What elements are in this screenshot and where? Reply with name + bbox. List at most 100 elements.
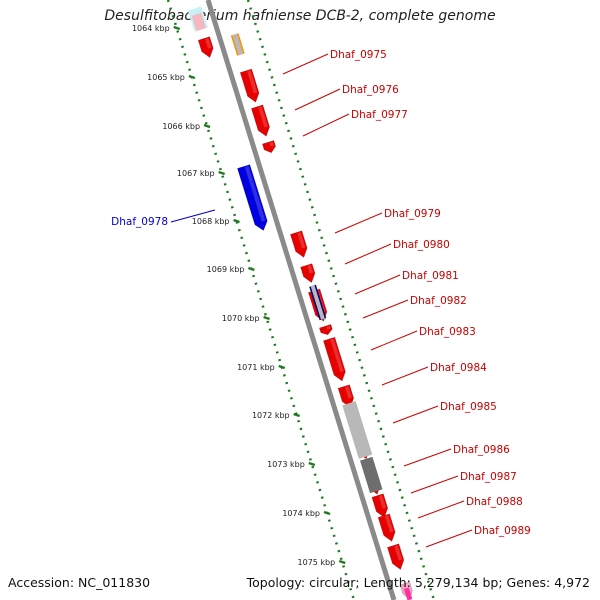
gene-arrow-dhaf_0987 (371, 493, 389, 518)
scale-tick-mark (247, 266, 255, 272)
scale-dotted-lines (166, 0, 436, 600)
gene-label-dhaf_0982: Dhaf_0982 (410, 295, 467, 307)
gene-leader-line (370, 330, 418, 351)
scale-tick-mark (278, 364, 286, 370)
gene-arrow-highlight (344, 386, 352, 399)
genome-stats-text: Topology: circular; Length: 5,279,134 bp… (246, 575, 590, 590)
gene-leader-line (410, 475, 459, 494)
gray-feature-large (342, 401, 373, 459)
gene-arrow-highlight (258, 106, 268, 128)
feature-block-shape (191, 12, 206, 32)
gene-arrow-dhaf_0976 (251, 104, 270, 137)
scale-tick-label: 1070 kbp (222, 314, 260, 323)
scale-tick-label: 1073 kbp (267, 460, 305, 469)
backbone-line (205, 0, 397, 600)
gene-leader-line (354, 274, 401, 295)
scale-tick-label: 1066 kbp (162, 122, 200, 131)
magenta-feature-bottom (403, 587, 413, 600)
feature-block-shape (360, 456, 383, 494)
gene-leader-line (381, 366, 429, 386)
scale-tick-mark (203, 123, 211, 129)
scale-tick-mark (293, 412, 301, 418)
gene-label-dhaf_0986: Dhaf_0986 (453, 444, 510, 456)
gene-arrow-shape (262, 140, 276, 154)
gene-arrow-dhaf_0989 (387, 543, 405, 570)
gene-label-dhaf_0984: Dhaf_0984 (430, 362, 487, 374)
gene-leader-line (344, 243, 392, 265)
gene-arrow-dhaf_0975 (239, 68, 260, 103)
gene-leader-line (294, 88, 341, 111)
gray-feature-mid (310, 285, 325, 320)
scale-tick-mark (308, 461, 316, 467)
scale-tick-mark (338, 559, 346, 565)
gene-arrow-shape (323, 336, 346, 382)
scale-tick-mark (263, 315, 270, 321)
gene-arrow-highlight (326, 325, 331, 330)
gene-label-dhaf_0981: Dhaf_0981 (402, 270, 459, 282)
gene-label-dhaf_0987: Dhaf_0987 (460, 471, 517, 483)
gene-arrow-top (197, 36, 214, 58)
genome-backbone (205, 0, 397, 600)
gene-leader-line (334, 212, 383, 234)
gene-arrow-highlight (384, 515, 394, 533)
gene-label-dhaf_0976: Dhaf_0976 (342, 84, 399, 96)
gene-arrow-highlight (330, 338, 344, 373)
gene-label-dhaf_0978: Dhaf_0978 (111, 216, 168, 228)
gene-leader-line (282, 53, 329, 75)
gene-arrow-dhaf_0977 (262, 140, 276, 154)
gene-arrow-shape (197, 36, 214, 58)
gene-leader-line (425, 529, 473, 548)
scale-tick-mark (218, 170, 226, 176)
feature-block-shape (232, 33, 244, 56)
gene-arrow-highlight (269, 141, 274, 147)
gene-leader-line (392, 405, 439, 424)
gene-arrow-dhaf_0983 (323, 336, 346, 382)
scale-dotted-line-left (166, 0, 356, 600)
gene-arrow-dhaf_0980 (300, 263, 316, 283)
top-pink-feature (191, 12, 206, 32)
gene-leader-line (302, 113, 350, 137)
gene-arrow-dhaf_0982 (319, 324, 333, 336)
gene-arrow-highlight (247, 70, 258, 94)
gene-label-dhaf_0980: Dhaf_0980 (393, 239, 450, 251)
scale-ticks: 1064 kbp 1065 kbp 1066 kbp 1067 kbp 1068 kbp… (132, 24, 346, 567)
scale-tick-label: 1074 kbp (282, 509, 320, 518)
gene-arrow-dhaf_0979 (290, 230, 308, 258)
scale-tick-mark (323, 510, 331, 516)
gene-arrow-highlight (405, 583, 411, 592)
gene-arrow-shape (251, 104, 270, 137)
gene-labels: Dhaf_0975 Dhaf_0976 Dhaf_0977 Dhaf_0978 Dhaf… (111, 49, 531, 548)
gene-label-dhaf_0989: Dhaf_0989 (474, 525, 531, 537)
scale-tick-label: 1072 kbp (252, 411, 290, 420)
scale-tick-label: 1069 kbp (207, 265, 245, 274)
gene-label-dhaf_0983: Dhaf_0983 (419, 326, 476, 338)
gene-label-dhaf_0975: Dhaf_0975 (330, 49, 387, 61)
scale-tick-mark (173, 25, 181, 31)
gene-arrow-dhaf_0988 (377, 513, 396, 542)
scale-tick-label: 1064 kbp (132, 24, 170, 33)
gene-leader-line (362, 299, 409, 319)
scale-tick-label: 1075 kbp (298, 558, 336, 567)
gene-leader-line (403, 448, 452, 467)
gene-label-dhaf_0977: Dhaf_0977 (351, 109, 408, 121)
gene-arrow-dhaf_0978 (237, 164, 268, 231)
gene-arrow-shape (319, 324, 333, 336)
gene-arrow-highlight (378, 495, 387, 509)
gene-arrow-highlight (205, 38, 212, 49)
feature-block-shape (342, 401, 373, 459)
gene-arrow-highlight (297, 232, 306, 249)
gene-label-dhaf_0979: Dhaf_0979 (384, 208, 441, 220)
scale-tick-label: 1071 kbp (237, 363, 275, 372)
gene-arrow-shape (239, 68, 260, 103)
gray-feature-top (232, 33, 244, 56)
gene-leader-line (417, 500, 465, 519)
feature-block-shape (310, 285, 325, 320)
gene-arrow-highlight (394, 545, 403, 561)
gene-label-dhaf_0988: Dhaf_0988 (466, 496, 523, 508)
gene-leader-line (170, 209, 216, 223)
gene-arrow-highlight (307, 265, 314, 274)
dark-gray-feature (360, 456, 383, 494)
feature-block-shape (403, 587, 413, 600)
feature-tracks (187, 6, 413, 600)
